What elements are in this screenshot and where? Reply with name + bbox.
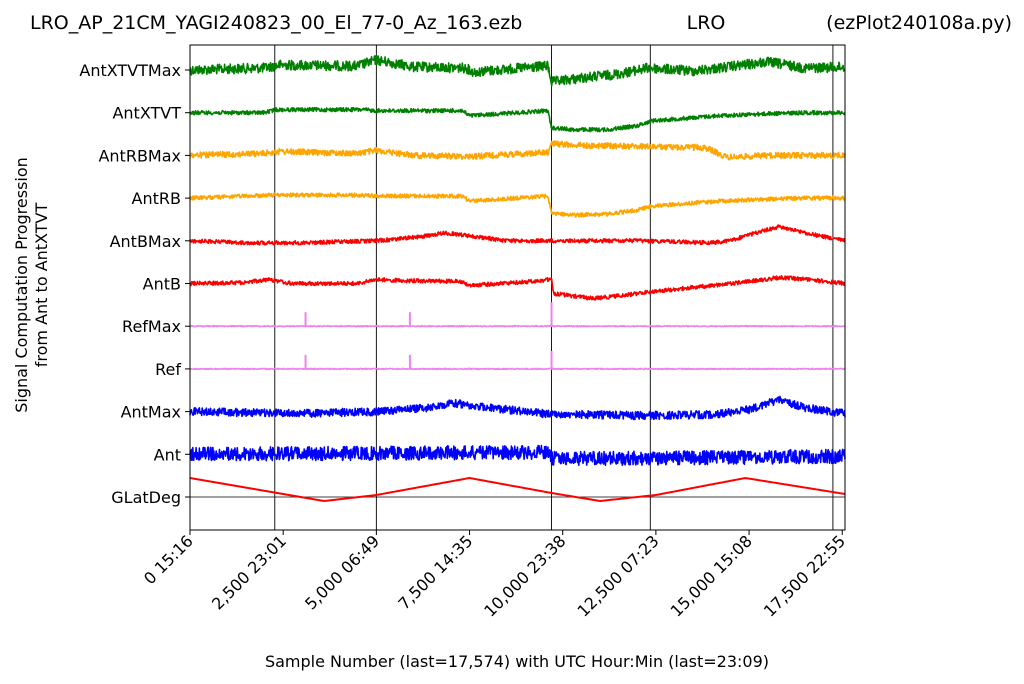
series-antbmax [189, 224, 846, 246]
x-axis-ticks: 0 15:16 2,500 23:01 5,000 06:49 7,500 14:35… [140, 530, 849, 621]
y-tick-label-antxtvtmax: AntXTVTMax [79, 61, 181, 80]
series-refmax [189, 324, 846, 328]
series-antxtvt [189, 106, 846, 133]
series-antrb [189, 192, 846, 218]
title-right: (ezPlot240108a.py) [826, 12, 1012, 34]
series-antb [189, 274, 846, 301]
x-tick-label-0: 0 15:16 [140, 531, 197, 588]
x-tick-label-2: 5,000 06:49 [301, 531, 383, 613]
y-tick-label-antrb: AntRB [132, 189, 181, 208]
x-tick-label-4: 10,000 23:38 [480, 531, 569, 620]
series-antmax [189, 395, 846, 421]
series-glatdeg [189, 477, 846, 502]
x-axis-label: Sample Number (last=17,574) with UTC Hou… [265, 652, 769, 671]
y-tick-label-antrbmax: AntRBMax [98, 146, 181, 165]
title-center: LRO [687, 12, 726, 34]
y-tick-label-antxtvt: AntXTVT [112, 104, 181, 123]
series-antrbmax [189, 140, 846, 161]
x-tick-label-1: 2,500 23:01 [208, 531, 290, 613]
title-left: LRO_AP_21CM_YAGI240823_00_El_77-0_Az_163… [30, 12, 522, 34]
y-tick-label-antbmax: AntBMax [110, 232, 181, 251]
y-tick-label-ant: Ant [154, 445, 181, 464]
series-ref [189, 367, 846, 371]
x-tick-label-6: 15,000 15:08 [667, 531, 756, 620]
y-tick-label-antmax: AntMax [121, 403, 181, 422]
series-ant [189, 444, 846, 467]
y-tick-label-glatdeg: GLatDeg [111, 488, 181, 507]
series-antxtvtmax [189, 55, 846, 87]
plot-frame [189, 44, 846, 531]
y-tick-label-ref: Ref [155, 360, 181, 379]
y-axis-ticks: AntXTVTMax AntXTVT AntRBMax AntRB AntBMax Ant… [79, 61, 190, 507]
x-tick-label-7: 17,500 22:55 [760, 531, 849, 620]
x-tick-label-3: 7,500 14:35 [394, 531, 476, 613]
y-axis-label-line2: from Ant to AntXTVT [32, 203, 51, 368]
y-tick-label-antb: AntB [143, 275, 181, 294]
y-tick-label-refmax: RefMax [122, 317, 181, 336]
series-group [189, 55, 846, 502]
x-tick-label-5: 12,500 07:23 [573, 531, 662, 620]
y-axis-label-line1: Signal Computation Progression [12, 157, 31, 413]
